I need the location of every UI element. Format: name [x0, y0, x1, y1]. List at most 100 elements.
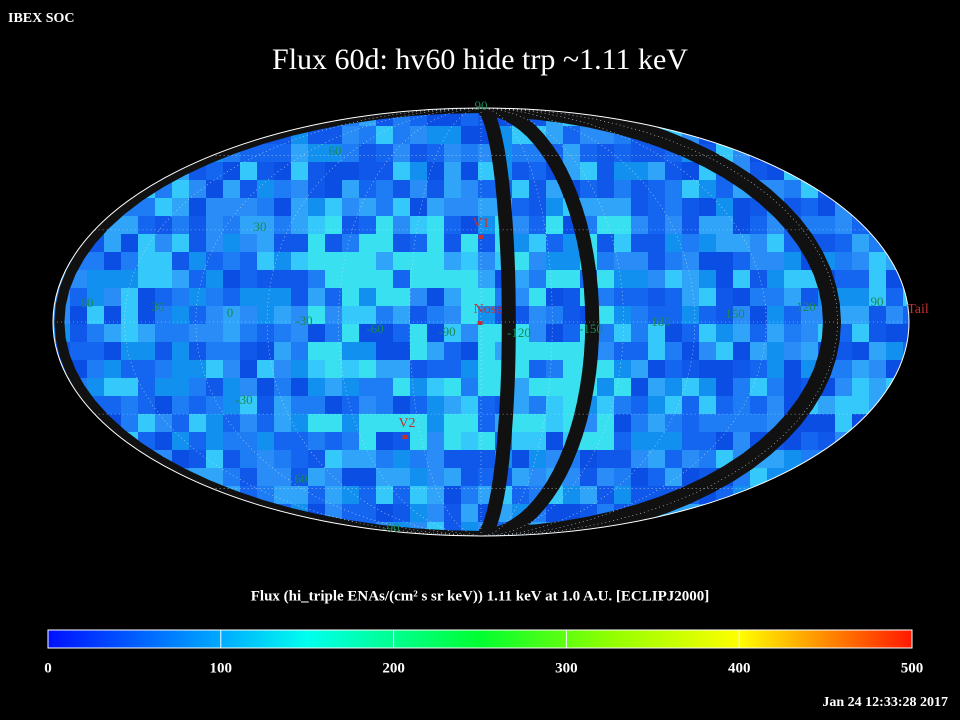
- flux-pixel: [257, 378, 274, 396]
- flux-pixel: [223, 360, 240, 378]
- flux-pixel: [529, 414, 546, 432]
- flux-pixel: [784, 270, 801, 288]
- data-gap: [480, 108, 600, 536]
- flux-pixel: [750, 270, 767, 288]
- flux-pixel: [308, 252, 325, 270]
- flux-pixel: [512, 378, 529, 396]
- flux-pixel: [291, 486, 308, 504]
- flux-pixel: [274, 198, 291, 216]
- flux-pixel: [614, 252, 631, 270]
- flux-pixel: [240, 288, 257, 306]
- flux-pixel: [580, 486, 597, 504]
- colorbar-tick-label: 500: [901, 660, 924, 676]
- grid-label: -150: [579, 321, 603, 336]
- flux-pixel: [359, 252, 376, 270]
- flux-pixel: [614, 198, 631, 216]
- flux-pixel: [665, 234, 682, 252]
- flux-pixel: [291, 252, 308, 270]
- flux-pixel: [529, 198, 546, 216]
- flux-pixel: [784, 306, 801, 324]
- flux-pixel: [172, 450, 189, 468]
- map-outline: [52, 107, 910, 537]
- flux-pixel: [767, 360, 784, 378]
- flux-pixel: [546, 360, 563, 378]
- flux-pixel: [614, 396, 631, 414]
- flux-pixel: [240, 378, 257, 396]
- flux-pixel: [631, 432, 648, 450]
- flux-pixel: [427, 450, 444, 468]
- flux-pixel: [801, 342, 818, 360]
- flux-pixel: [546, 324, 563, 342]
- flux-pixel: [784, 252, 801, 270]
- flux-pixel: [427, 162, 444, 180]
- flux-pixel: [427, 252, 444, 270]
- flux-pixel: [410, 450, 427, 468]
- flux-pixel: [410, 216, 427, 234]
- flux-pixel: [274, 270, 291, 288]
- flux-pixel: [291, 306, 308, 324]
- flux-pixel: [648, 180, 665, 198]
- flux-pixel: [682, 216, 699, 234]
- flux-pixel: [682, 162, 699, 180]
- flux-pixel: [274, 342, 291, 360]
- flux-pixel: [563, 126, 580, 144]
- flux-pixel: [461, 504, 478, 522]
- flux-pixel: [648, 450, 665, 468]
- grid-label: -90: [382, 520, 399, 535]
- flux-pixel: [512, 432, 529, 450]
- flux-pixel: [427, 378, 444, 396]
- flux-pixel: [869, 324, 886, 342]
- flux-pixel: [631, 216, 648, 234]
- flux-pixel: [869, 342, 886, 360]
- flux-pixel: [410, 414, 427, 432]
- flux-pixel: [665, 324, 682, 342]
- flux-pixel: [478, 252, 495, 270]
- flux-pixel: [427, 288, 444, 306]
- flux-pixel: [461, 180, 478, 198]
- flux-pixel: [478, 180, 495, 198]
- grid-label: 30: [254, 219, 267, 234]
- flux-pixel: [376, 252, 393, 270]
- flux-pixel: [903, 324, 909, 342]
- flux-pixel: [206, 342, 223, 360]
- flux-pixel: [155, 342, 172, 360]
- flux-pixel: [682, 180, 699, 198]
- flux-pixel: [750, 216, 767, 234]
- flux-pixel: [342, 216, 359, 234]
- flux-pixel: [291, 450, 308, 468]
- flux-pixel: [631, 162, 648, 180]
- flux-pixel: [852, 288, 869, 306]
- colorbar-tick-label: 300: [555, 660, 578, 676]
- flux-pixel: [597, 450, 614, 468]
- flux-pixel: [325, 216, 342, 234]
- flux-pixel: [665, 198, 682, 216]
- flux-pixel: [750, 288, 767, 306]
- flux-pixel: [631, 396, 648, 414]
- flux-pixel: [512, 198, 529, 216]
- flux-pixel: [512, 414, 529, 432]
- colorbar-tick-label: 100: [210, 660, 233, 676]
- flux-pixel: [614, 360, 631, 378]
- marker-label: V1: [472, 216, 489, 231]
- flux-pixel: [597, 396, 614, 414]
- flux-pixel: [376, 378, 393, 396]
- flux-pixel: [682, 414, 699, 432]
- flux-pixel: [563, 144, 580, 162]
- flux-pixel: [189, 198, 206, 216]
- flux-pixel: [614, 468, 631, 486]
- flux-pixel: [393, 396, 410, 414]
- flux-pixel: [342, 342, 359, 360]
- flux-pixel: [461, 432, 478, 450]
- flux-pixel: [818, 414, 835, 432]
- flux-pixel: [886, 288, 903, 306]
- flux-pixel: [478, 360, 495, 378]
- flux-pixel: [682, 234, 699, 252]
- flux-pixel: [393, 486, 410, 504]
- flux-pixel: [444, 486, 461, 504]
- flux-pixel: [308, 270, 325, 288]
- flux-pixel: [665, 360, 682, 378]
- flux-pixel: [614, 306, 631, 324]
- flux-pixel: [478, 342, 495, 360]
- flux-pixel: [631, 198, 648, 216]
- flux-pixel: [733, 234, 750, 252]
